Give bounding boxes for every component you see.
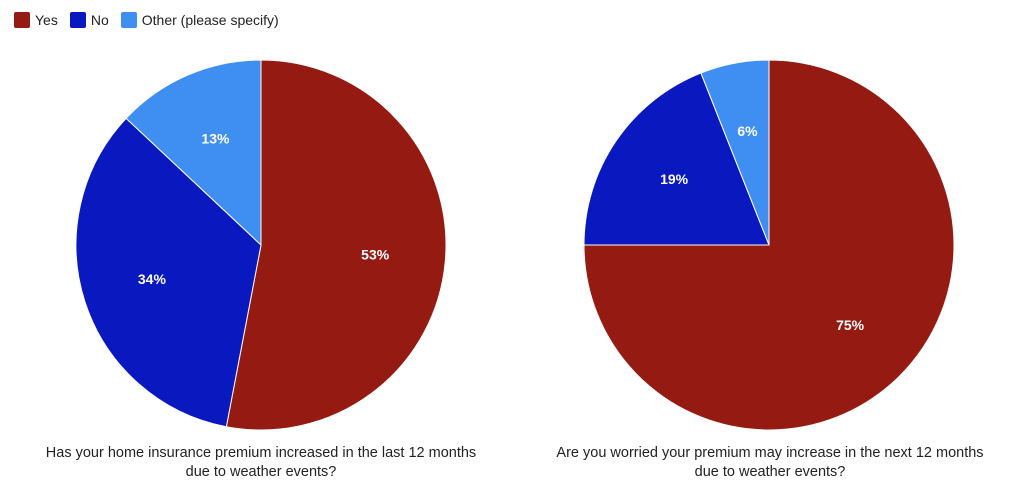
caption-right-line-2: due to weather events?	[694, 464, 846, 480]
pie-1-slice-other-please-specify	[700, 59, 770, 246]
pie-1-slice-yes	[583, 59, 955, 431]
pie-chart-increased-last-12-months: 53% 34% 13%	[75, 59, 447, 431]
legend-swatch-no	[69, 12, 86, 28]
pie-0-label-other-please-specify: 13%	[201, 130, 230, 146]
pie-1-label-yes: 75%	[836, 317, 865, 333]
chart-legend: Yes No Other (please specify)	[14, 12, 279, 28]
pie-0-label-yes: 53%	[361, 246, 390, 262]
legend-item-yes: Yes	[14, 12, 58, 28]
legend-label-other: Other (please specify)	[141, 12, 279, 28]
pie-0-slice-no	[75, 117, 262, 428]
caption-right-line-1: Are you worried your premium may increas…	[556, 445, 984, 461]
legend-item-other: Other (please specify)	[120, 12, 279, 28]
pie-1-label-other-please-specify: 6%	[737, 123, 758, 139]
pie-1-label-no: 19%	[660, 171, 689, 187]
pie-0-label-no: 34%	[138, 271, 167, 287]
caption-left-line-2: due to weather events?	[185, 464, 337, 480]
legend-label-no: No	[90, 12, 109, 28]
chart-caption-left: Has your home insurance premium increase…	[21, 444, 501, 482]
caption-left-line-1: Has your home insurance premium increase…	[45, 445, 477, 461]
pie-0-slice-yes	[225, 59, 447, 431]
legend-label-yes: Yes	[35, 12, 58, 28]
pie-1-slice-no	[583, 72, 770, 246]
legend-swatch-other	[120, 12, 137, 28]
pie-0-slice-other-please-specify	[125, 59, 262, 247]
pie-chart-worried-next-12-months: 75% 19% 6%	[583, 59, 955, 431]
chart-caption-right: Are you worried your premium may increas…	[530, 444, 1010, 482]
legend-swatch-yes	[14, 12, 30, 28]
legend-item-no: No	[69, 12, 109, 28]
